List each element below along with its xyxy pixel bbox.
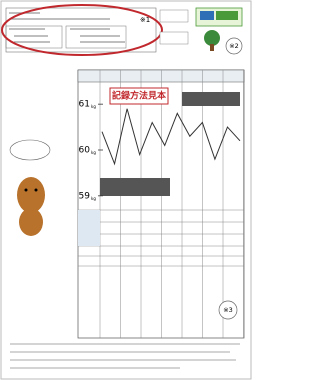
callout bbox=[100, 178, 170, 196]
tree-trunk bbox=[210, 44, 214, 51]
character-eye bbox=[25, 189, 28, 192]
y-unit: kg bbox=[91, 104, 96, 109]
logo-mark bbox=[200, 11, 214, 20]
tree-icon bbox=[204, 30, 220, 46]
character-eye bbox=[35, 189, 38, 192]
side-box bbox=[160, 32, 188, 44]
label-cell bbox=[78, 210, 100, 246]
title: 記録方法見本 bbox=[112, 90, 167, 102]
y-tick-label: 60 bbox=[79, 146, 91, 156]
y-tick-label: 61 bbox=[79, 100, 90, 110]
y-unit: kg bbox=[91, 196, 96, 201]
side-box bbox=[160, 10, 188, 22]
logo-mark bbox=[216, 11, 238, 20]
y-unit: kg bbox=[91, 150, 96, 155]
character-body bbox=[19, 208, 43, 236]
character-body bbox=[17, 177, 45, 213]
y-tick-label: 59 bbox=[79, 191, 91, 201]
date-row bbox=[78, 70, 244, 82]
header-box bbox=[6, 8, 156, 52]
note-marker: ※1 bbox=[140, 16, 150, 24]
speech-bubble bbox=[10, 140, 50, 160]
note-marker: ※3 bbox=[223, 306, 233, 314]
callout bbox=[182, 92, 240, 106]
note-marker: ※2 bbox=[229, 42, 239, 50]
record-table bbox=[78, 70, 244, 338]
